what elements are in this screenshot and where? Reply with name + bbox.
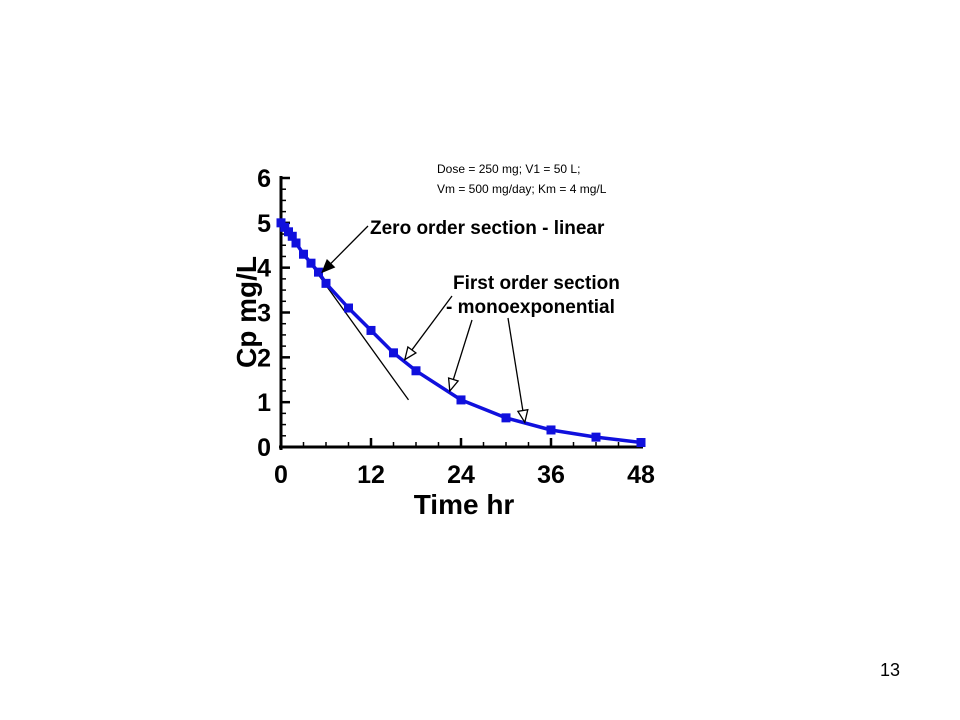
data-point (314, 267, 323, 277)
params-line-1: Dose = 250 mg; V1 = 50 L; (437, 162, 580, 176)
x-tick-label-0: 0 (274, 461, 288, 489)
first-order-annotation-line-1: First order section (453, 273, 620, 294)
data-point (344, 303, 353, 313)
first-order-annotation-line-2: - monoexponential (446, 297, 615, 318)
y-axis-title: Cp mg/L (231, 256, 262, 368)
series-line-0 (279, 221, 642, 445)
data-point (299, 249, 308, 259)
data-point (291, 238, 301, 248)
x-axis-title: Time hr (414, 489, 515, 520)
data-point (591, 432, 601, 442)
y-tick-label-1: 1 (257, 389, 271, 417)
arrow-head (403, 345, 418, 361)
annotation-arrow-line (507, 317, 526, 423)
y-tick-label-5: 5 (257, 210, 271, 238)
data-point (321, 278, 331, 288)
y-tick-label-4: 4 (257, 255, 271, 283)
x-tick-label-48: 48 (627, 461, 655, 489)
data-point (287, 231, 297, 241)
data-point (636, 438, 646, 448)
page-number: 13 (879, 660, 900, 680)
y-tick-label-3: 3 (257, 300, 271, 328)
y-tick-label-2: 2 (257, 344, 271, 372)
x-tick-label-36: 36 (537, 461, 565, 489)
data-point (366, 325, 376, 335)
y-tick-label-6: 6 (257, 165, 271, 193)
data-point (389, 348, 398, 358)
x-tick-label-24: 24 (447, 461, 475, 489)
arrow-head (447, 377, 460, 393)
y-tick-label-0: 0 (257, 434, 271, 462)
zero-order-annotation: Zero order section - linear (370, 218, 605, 239)
series-group (276, 218, 646, 448)
arrow-head (321, 258, 336, 274)
arrow-head (516, 408, 529, 424)
data-point (411, 366, 421, 376)
params-line-2: Vm = 500 mg/day; Km = 4 mg/L (437, 182, 607, 196)
data-point (456, 395, 466, 405)
data-point (306, 258, 316, 268)
annotation-arrow-line (404, 295, 453, 360)
data-point (546, 425, 556, 435)
data-point (501, 413, 511, 423)
annotation-group (321, 225, 529, 424)
x-tick-label-12: 12 (357, 461, 385, 489)
